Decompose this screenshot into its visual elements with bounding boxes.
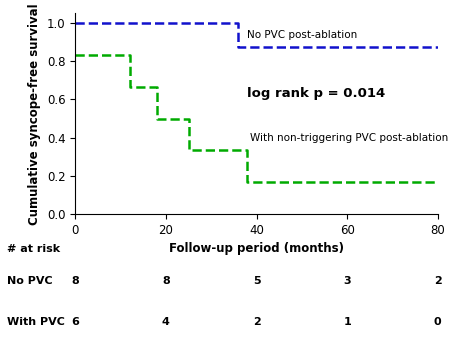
Text: No PVC post-ablation: No PVC post-ablation	[247, 30, 357, 40]
Text: 2: 2	[433, 276, 440, 286]
Text: 1: 1	[343, 317, 350, 327]
Text: With non-triggering PVC post-ablation: With non-triggering PVC post-ablation	[249, 133, 447, 144]
Text: log rank p = 0.014: log rank p = 0.014	[247, 87, 385, 100]
Y-axis label: Cumulative syncope-free survival: Cumulative syncope-free survival	[28, 3, 41, 224]
Text: 6: 6	[71, 317, 79, 327]
Text: 3: 3	[343, 276, 350, 286]
Text: 4: 4	[162, 317, 169, 327]
Text: 8: 8	[71, 276, 79, 286]
Text: No PVC: No PVC	[7, 276, 53, 286]
Text: 5: 5	[252, 276, 260, 286]
Text: With PVC: With PVC	[7, 317, 65, 327]
Text: 0: 0	[433, 317, 440, 327]
Text: 2: 2	[252, 317, 260, 327]
Text: 8: 8	[162, 276, 169, 286]
X-axis label: Follow-up period (months): Follow-up period (months)	[169, 242, 343, 255]
Text: # at risk: # at risk	[7, 244, 60, 253]
